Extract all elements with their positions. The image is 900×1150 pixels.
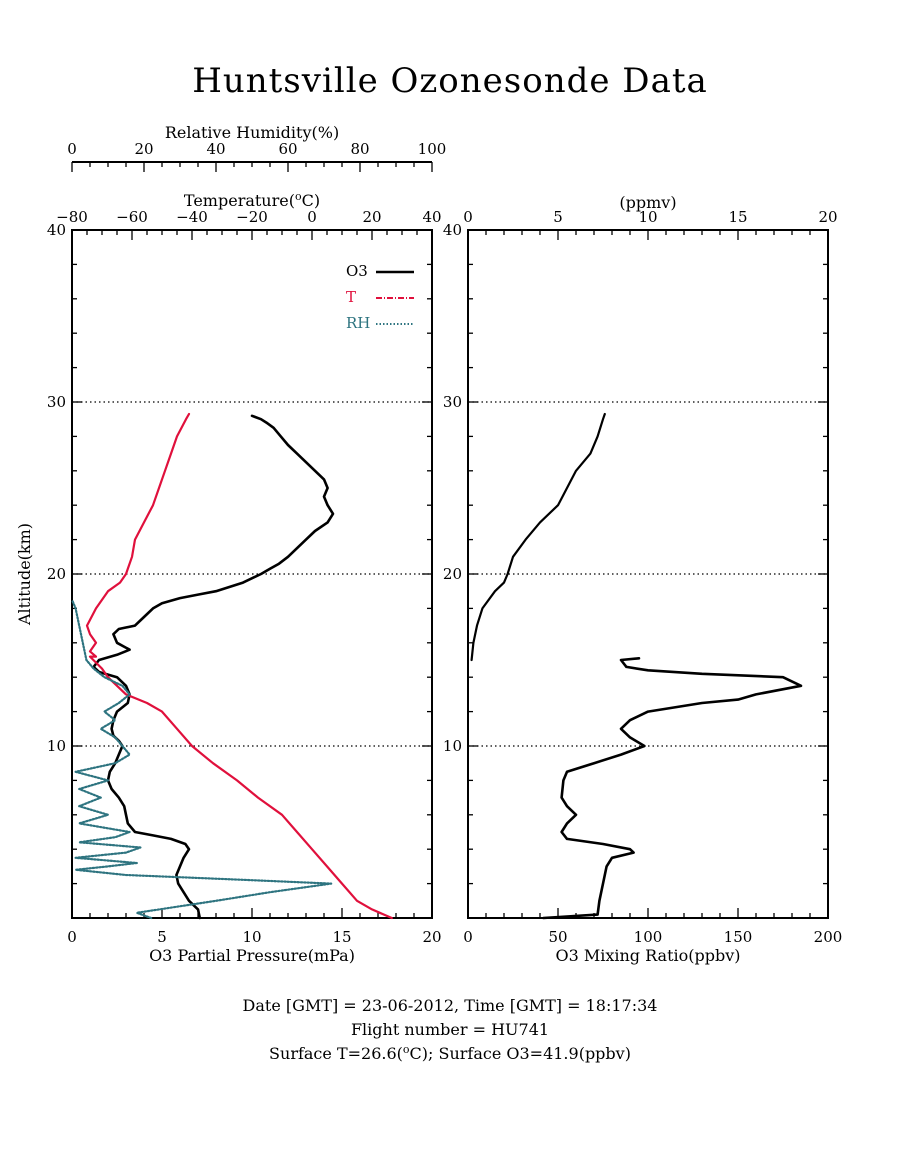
ppmv-tick-label: 20 (818, 208, 837, 226)
temp-tick-label: −60 (116, 208, 148, 226)
grid-layer (72, 401, 828, 747)
o3pp-tick-label: 10 (242, 928, 261, 946)
legend-label-rh: RH (346, 314, 370, 332)
temp-label-sup: o (295, 190, 302, 203)
temp-label-post: C) (302, 191, 320, 210)
temp-tick-label: 40 (422, 208, 441, 226)
left-y-tick-label: 30 (47, 393, 66, 411)
right-top-axis-label: (ppmv) (619, 193, 676, 212)
ppbv-tick-label: 200 (814, 928, 843, 946)
left-y-tick-label: 40 (47, 221, 66, 239)
ppbv-tick-label: 50 (548, 928, 567, 946)
ppbv-tick-label: 100 (634, 928, 663, 946)
o3pp-tick-label: 20 (422, 928, 441, 946)
temp-tick-label: −80 (56, 208, 88, 226)
temp-tick-label: 20 (362, 208, 381, 226)
rh-tick-label: 100 (418, 140, 447, 158)
rh-tick-label: 60 (278, 140, 297, 158)
footer-surface-values: Surface T=26.6(oC); Surface O3=41.9(ppbv… (269, 1043, 631, 1063)
rh-tick-label: 20 (134, 140, 153, 158)
relative-humidity-line (70, 598, 333, 920)
left-y-tick-label: 20 (47, 565, 66, 583)
left-y-tick-label: 10 (47, 737, 66, 755)
right-y-tick-label: 20 (443, 565, 462, 583)
footer-flight-number: Flight number = HU741 (351, 1020, 549, 1039)
y-axis-label: Altitude(km) (15, 523, 34, 626)
temperature-axis-label: Temperature(oC) (184, 190, 320, 210)
ppmv-tick-label: 0 (463, 208, 473, 226)
legend: O3 T RH (346, 262, 414, 332)
chart-title: Huntsville Ozonesonde Data (192, 61, 708, 101)
o3-mixing-ratio-upper-line (470, 412, 606, 662)
temp-tick-label: −40 (176, 208, 208, 226)
rh-tick-label: 40 (206, 140, 225, 158)
footer-line3-sup: o (403, 1043, 410, 1056)
temperature-line (85, 412, 393, 920)
ppmv-tick-label: 15 (728, 208, 747, 226)
legend-label-t: T (346, 288, 356, 306)
temp-tick-label: −20 (236, 208, 268, 226)
right-y-tick-label: 10 (443, 737, 462, 755)
footer-date-time: Date [GMT] = 23-06-2012, Time [GMT] = 18… (243, 996, 658, 1015)
temp-label-pre: Temperature( (184, 191, 295, 210)
legend-label-o3: O3 (346, 262, 368, 280)
temp-tick-label: 0 (307, 208, 317, 226)
o3pp-tick-label: 0 (67, 928, 77, 946)
ppmv-tick-label: 10 (638, 208, 657, 226)
right-x-axis-label: O3 Mixing Ratio(ppbv) (555, 946, 740, 965)
footer-line3-pre: Surface T=26.6( (269, 1044, 403, 1063)
o3-partial-pressure-line (92, 414, 335, 920)
series-layer (70, 412, 803, 920)
ppbv-tick-label: 150 (724, 928, 753, 946)
rh-axis-label: Relative Humidity(%) (165, 123, 339, 142)
right-y-tick-label: 30 (443, 393, 462, 411)
left-x-axis-label: O3 Partial Pressure(mPa) (149, 946, 355, 965)
rh-tick-label: 0 (67, 140, 77, 158)
o3pp-tick-label: 5 (157, 928, 167, 946)
ppbv-tick-label: 0 (463, 928, 473, 946)
o3pp-tick-label: 15 (332, 928, 351, 946)
o3-mixing-ratio-line (542, 657, 803, 920)
rh-tick-label: 80 (350, 140, 369, 158)
ppmv-tick-label: 5 (553, 208, 563, 226)
right-y-tick-label: 40 (443, 221, 462, 239)
footer-line3-post: C); Surface O3=41.9(ppbv) (410, 1044, 631, 1063)
